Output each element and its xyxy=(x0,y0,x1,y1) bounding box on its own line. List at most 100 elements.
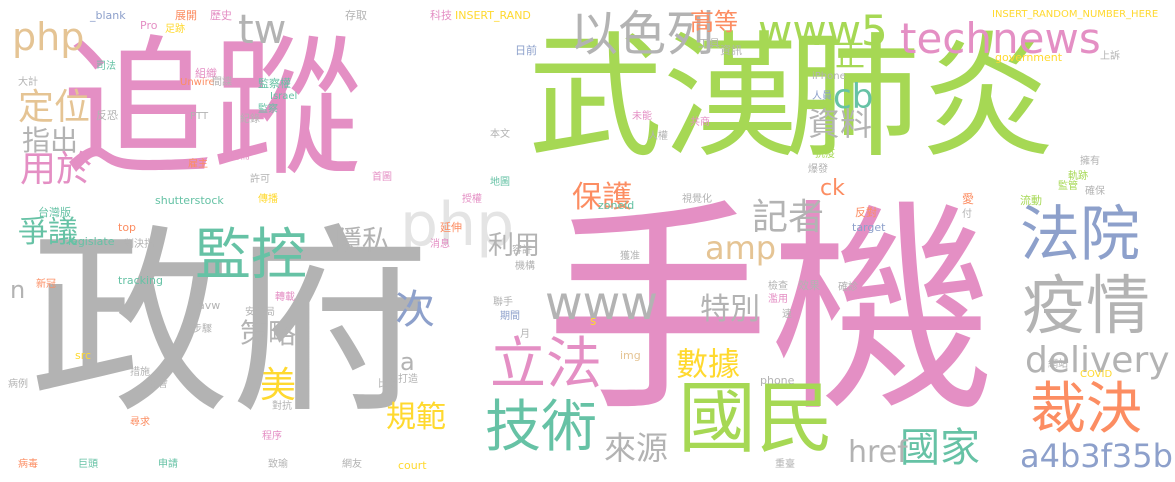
word: 議會 xyxy=(148,379,168,390)
word: 授權 xyxy=(462,194,482,205)
word: 抗疫 xyxy=(815,149,835,160)
word: www5 xyxy=(758,6,888,55)
word: 新冠 xyxy=(36,279,56,290)
word: 重臺 xyxy=(775,459,795,470)
word: 病毒 xyxy=(18,459,38,470)
word: 資訊 xyxy=(720,44,742,57)
word: 疫情 xyxy=(1022,270,1150,344)
word: 國民 xyxy=(678,374,835,464)
word: 月 xyxy=(520,329,530,340)
word: 未能 xyxy=(632,111,652,122)
word: 轉載 xyxy=(275,292,295,303)
word: iPhone xyxy=(812,71,846,82)
word: 隱私 xyxy=(334,224,391,257)
word: 肺炎 xyxy=(785,19,1055,176)
word: 網友 xyxy=(342,459,362,470)
word: 日前 xyxy=(515,44,537,57)
word: 反恐 xyxy=(96,109,118,122)
word: 手機 xyxy=(545,181,995,443)
word: 雇主 xyxy=(188,159,208,170)
word: 判決指 xyxy=(124,239,154,250)
word: ck xyxy=(820,176,845,201)
word: a4b3f35b xyxy=(1020,437,1173,475)
word: court xyxy=(398,459,427,472)
word: target xyxy=(852,221,886,234)
word: 比對 xyxy=(378,379,398,390)
word: php xyxy=(12,15,85,59)
word: 組織 xyxy=(195,67,217,80)
word: 監控 xyxy=(195,223,307,288)
word: img xyxy=(620,349,641,362)
word: 效果 xyxy=(798,279,820,292)
word: 傳播 xyxy=(258,194,278,205)
word: 容許 xyxy=(512,245,532,256)
word: 政府 xyxy=(30,208,431,441)
word: INSERT_RANDOM_NUMBER_HERE xyxy=(992,9,1159,20)
word: 濫用 xyxy=(768,294,788,305)
word: phone xyxy=(760,374,795,387)
word: 資料 xyxy=(808,105,873,143)
word: INSERT_RAND xyxy=(455,9,531,22)
word: 期間 xyxy=(500,311,520,322)
word: 次 xyxy=(395,287,435,333)
word: 聯手 xyxy=(493,297,513,308)
word: 利用 xyxy=(488,231,541,261)
word: 間諜 xyxy=(212,77,232,88)
word: 人員 xyxy=(812,91,832,102)
word: 台灣版 xyxy=(38,206,71,219)
word: 反對 xyxy=(855,206,877,219)
word: 延伸 xyxy=(440,221,462,234)
word: 司法 xyxy=(96,61,116,72)
word: 追蹤 xyxy=(62,23,363,197)
word: shutterstock xyxy=(155,194,224,207)
word: n xyxy=(10,276,26,304)
word: 紀錄 xyxy=(240,114,260,125)
word: 檢查 xyxy=(768,281,788,292)
word: 存取 xyxy=(345,9,367,22)
word: 高等 xyxy=(690,8,738,36)
word: 共商 xyxy=(690,117,710,128)
word: www xyxy=(545,276,658,330)
word: 打造 xyxy=(398,374,418,385)
word: 美 xyxy=(260,365,297,406)
word: 正 xyxy=(835,39,865,74)
word: government xyxy=(995,51,1063,64)
word: 法院 xyxy=(1020,200,1140,270)
word: 愛 xyxy=(962,192,975,206)
word: 網站 xyxy=(1048,359,1068,370)
word: 獲准 xyxy=(620,251,640,262)
word: 申請 xyxy=(158,459,178,470)
word: cb xyxy=(833,77,874,117)
word: 程序 xyxy=(262,431,282,442)
word: 特別 xyxy=(700,292,760,327)
word: 監察 xyxy=(258,104,278,115)
word: 速 xyxy=(782,309,792,320)
word: 展開 xyxy=(175,9,197,22)
word: 確保 xyxy=(1085,186,1105,197)
word: tw xyxy=(238,7,287,53)
word: s xyxy=(590,314,597,328)
word: 對抗 xyxy=(272,401,292,412)
word: 確診 xyxy=(838,282,858,293)
word: PTT xyxy=(190,111,209,122)
word: 首圖 xyxy=(372,172,392,183)
word: _blank xyxy=(90,9,126,22)
word: 尋求 xyxy=(130,417,150,428)
word: 數據 xyxy=(676,345,741,383)
word: 保護 xyxy=(572,180,632,215)
word: 記者 xyxy=(752,197,825,238)
word: legislate xyxy=(68,235,115,248)
word: 監察權 xyxy=(258,77,291,90)
word: 監管 xyxy=(1058,181,1078,192)
word: avw xyxy=(198,299,221,312)
word: 措施 xyxy=(130,367,150,378)
word: 地圖 xyxy=(490,177,510,188)
word: 大計 xyxy=(18,77,38,88)
word: 爆發 xyxy=(808,164,828,175)
word: 病例 xyxy=(8,379,28,390)
word: 工具 xyxy=(698,37,720,50)
word: COVID xyxy=(1080,369,1113,380)
word: 視覺化 xyxy=(682,194,712,205)
word: 以色列 xyxy=(570,6,715,62)
